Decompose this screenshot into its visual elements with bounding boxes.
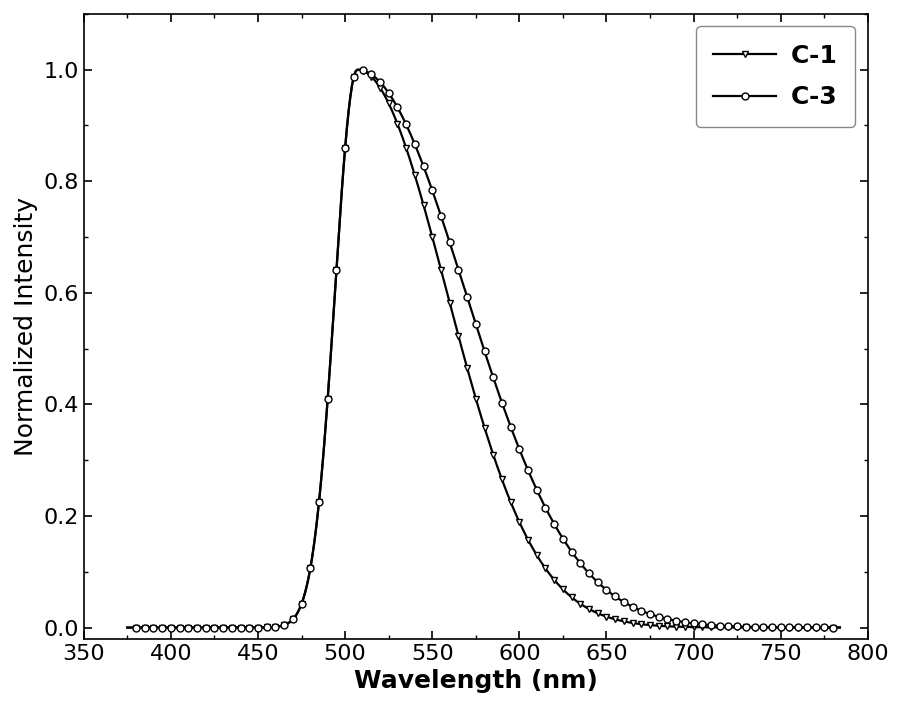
Legend: C-1, C-3: C-1, C-3 bbox=[695, 26, 854, 127]
X-axis label: Wavelength (nm): Wavelength (nm) bbox=[354, 669, 597, 693]
Y-axis label: Normalized Intensity: Normalized Intensity bbox=[14, 197, 38, 456]
